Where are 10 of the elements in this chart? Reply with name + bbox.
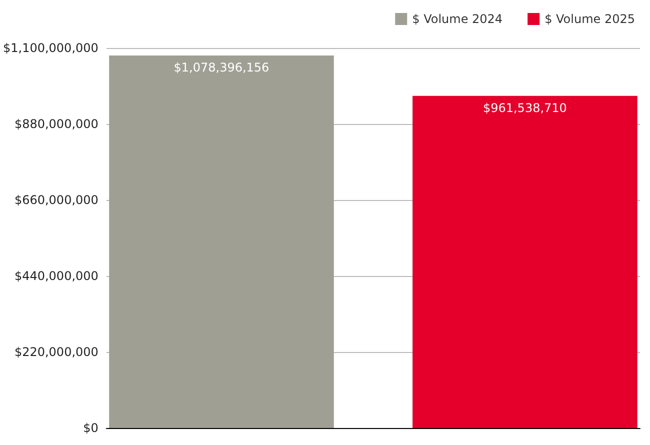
data-label: $961,538,710 — [482, 100, 567, 115]
y-tick-label: $880,000,000 — [14, 117, 98, 131]
y-tick-label: $660,000,000 — [14, 193, 98, 207]
legend-label: $ Volume 2025 — [544, 12, 636, 26]
legend-label: $ Volume 2024 — [412, 12, 503, 26]
y-tick-label: $440,000,000 — [14, 269, 98, 283]
data-label: $1,078,396,156 — [174, 60, 270, 74]
y-tick-label: $220,000,000 — [14, 345, 98, 359]
y-tick-label: $1,100,000,000 — [2, 41, 98, 55]
y-tick-label: $0 — [83, 421, 98, 435]
